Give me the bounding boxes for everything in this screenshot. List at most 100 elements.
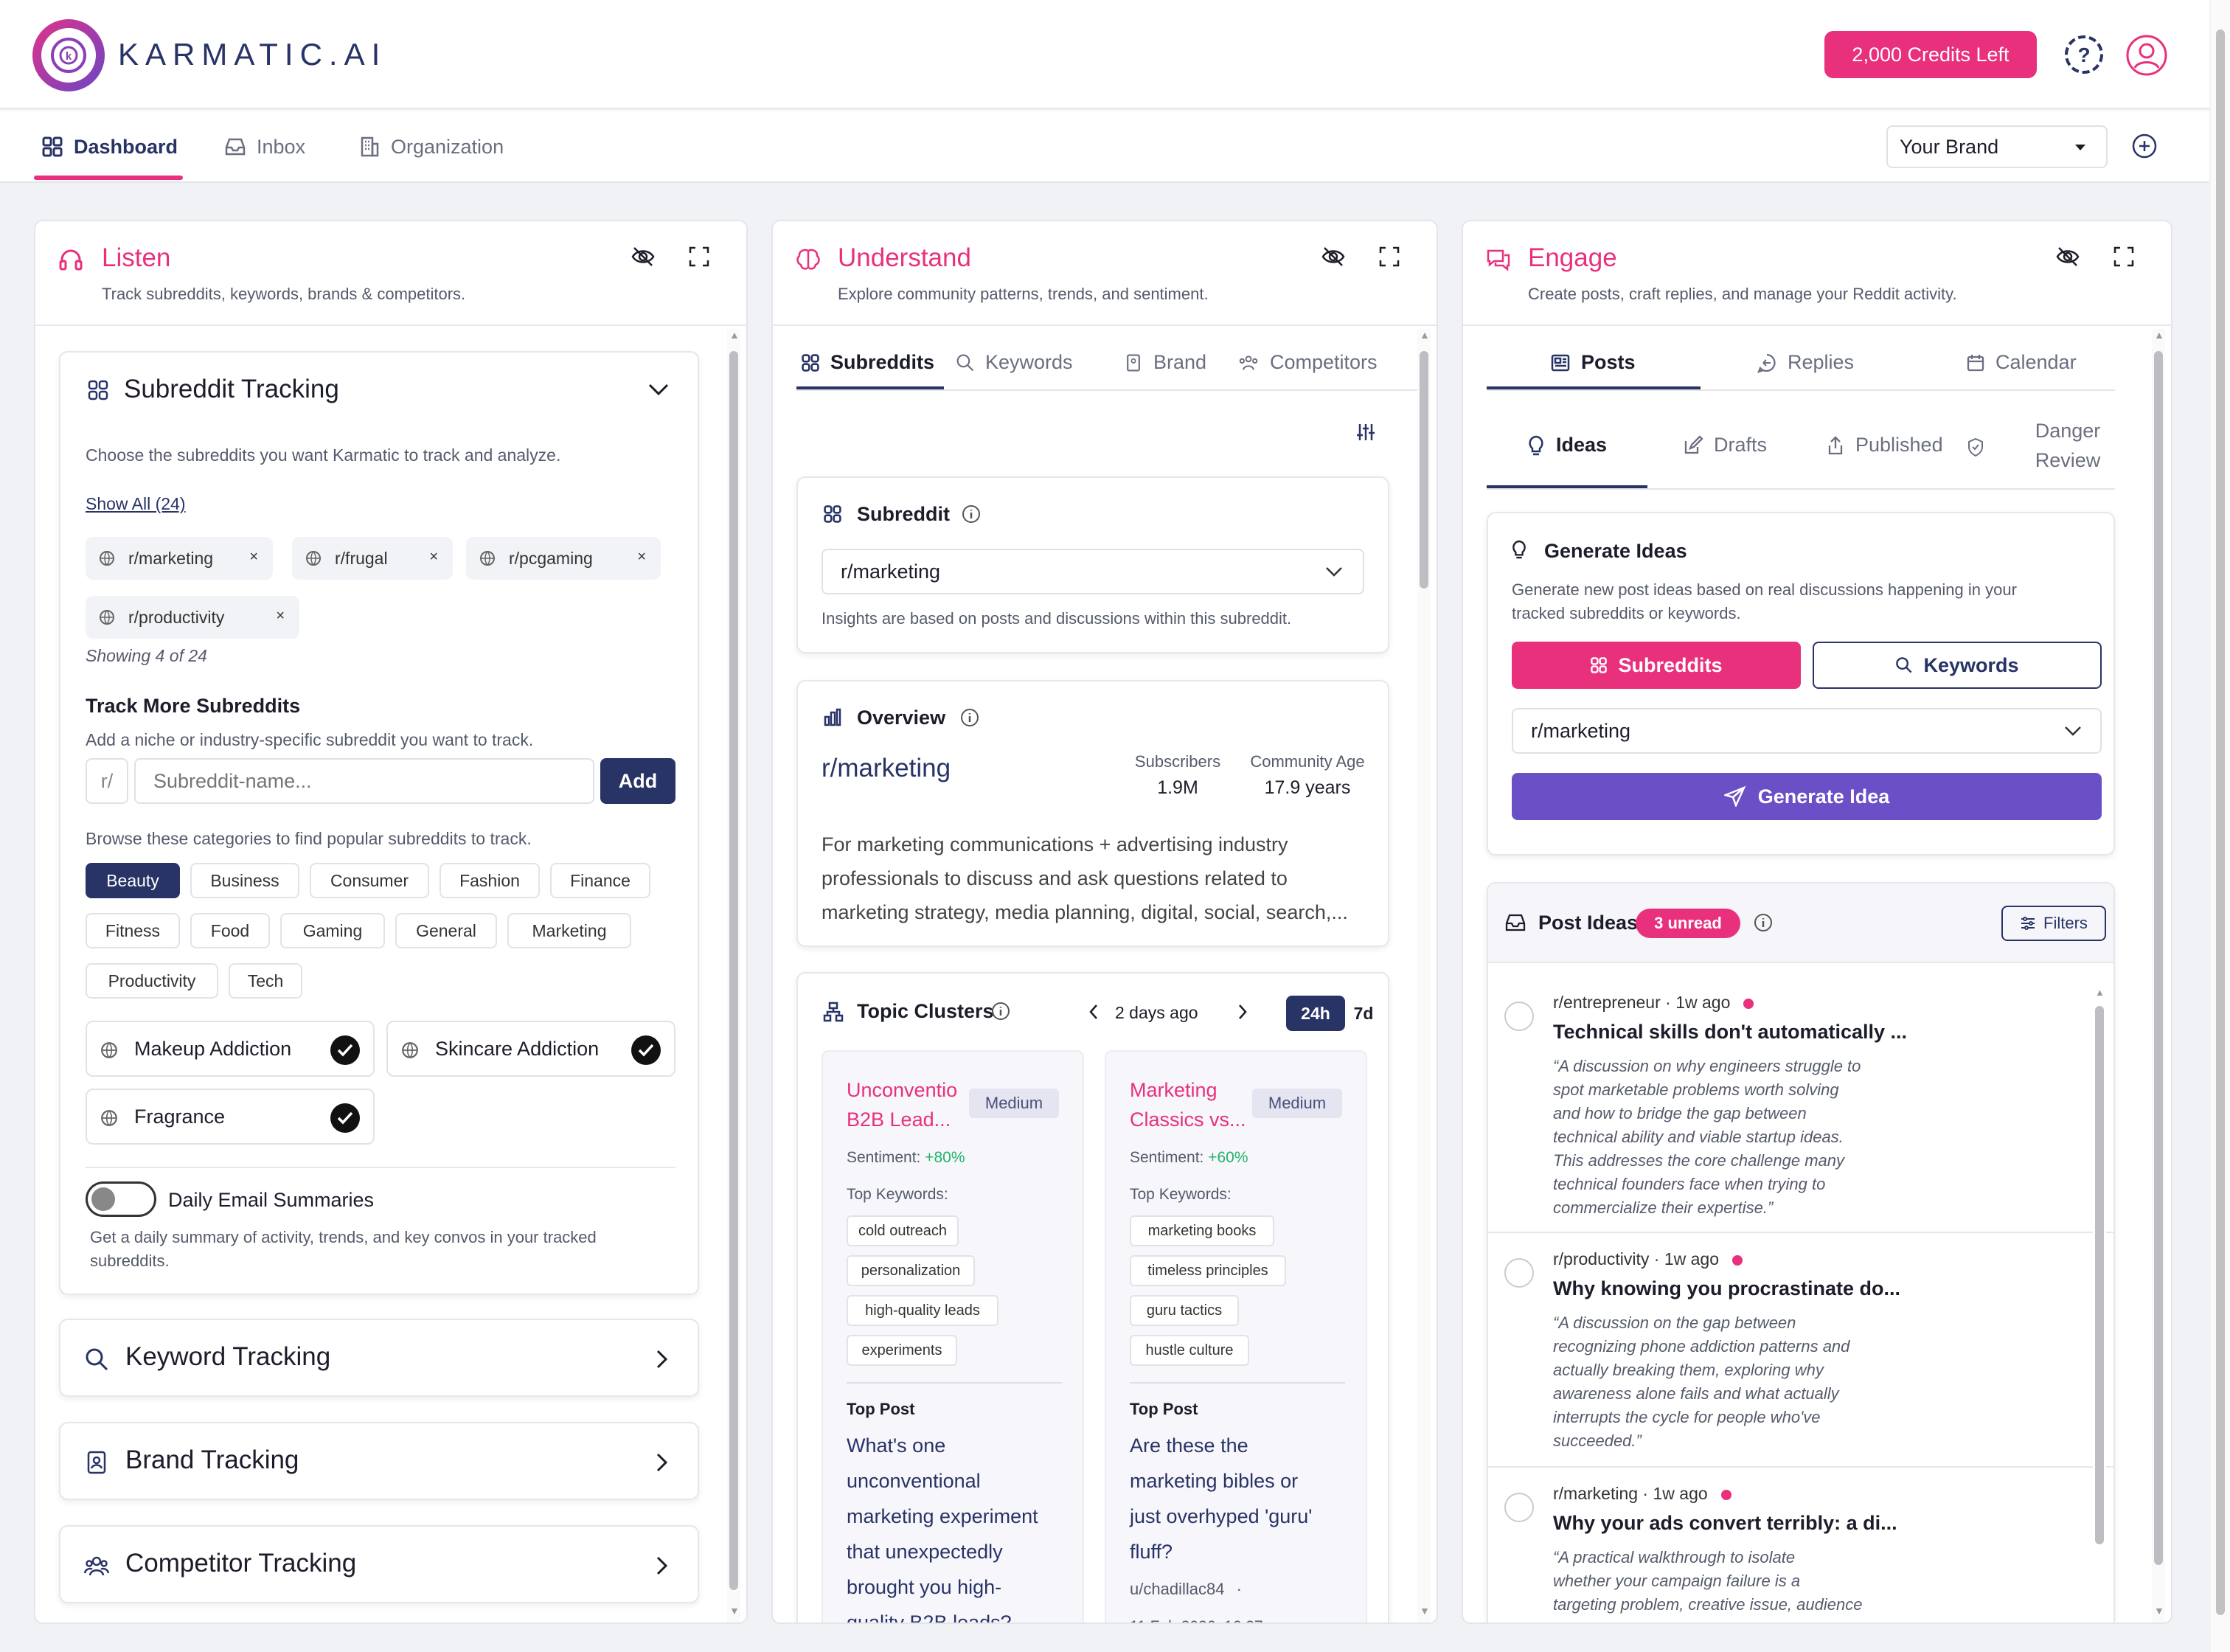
tab-replies[interactable]: Replies — [1757, 351, 1854, 374]
subreddit-dropdown[interactable]: r/marketing — [822, 549, 1364, 594]
remove-chip-icon[interactable]: × — [637, 549, 646, 565]
idea-select-checkbox[interactable] — [1504, 1258, 1534, 1288]
expand-icon[interactable] — [2111, 243, 2137, 270]
brand-tracking-row[interactable]: Brand Tracking — [59, 1422, 699, 1500]
show-all-link[interactable]: Show All (24) — [86, 494, 186, 513]
karmatic-logo[interactable]: k — [32, 19, 105, 91]
info-icon[interactable] — [991, 1002, 1010, 1021]
scrollbar-thumb[interactable] — [2095, 1006, 2104, 1544]
chevron-left-icon[interactable] — [1087, 1003, 1100, 1021]
scrollbar-thumb[interactable] — [1420, 351, 1428, 589]
hide-panel-icon[interactable] — [2054, 243, 2081, 270]
category-marketing[interactable]: Marketing — [507, 913, 631, 948]
subtab-published[interactable]: Published — [1826, 434, 1943, 457]
scroll-up-icon[interactable]: ▲ — [729, 329, 740, 341]
remove-chip-icon[interactable]: × — [429, 549, 438, 565]
page-scrollbar-thumb[interactable] — [2216, 30, 2225, 1615]
post-idea-item[interactable]: r/entrepreneur · 1w ago Technical skills… — [1488, 963, 2113, 1233]
tab-calendar[interactable]: Calendar — [1966, 351, 2077, 374]
tab-brand[interactable]: Brand — [1124, 351, 1206, 374]
hide-panel-icon[interactable] — [1320, 243, 1347, 270]
info-icon[interactable] — [960, 708, 979, 727]
listen-scrollbar[interactable]: ▲ ▼ — [727, 329, 740, 1622]
scroll-down-icon[interactable]: ▼ — [1420, 1605, 1430, 1617]
generate-idea-button[interactable]: Generate Idea — [1512, 773, 2102, 820]
scroll-up-icon[interactable]: ▲ — [2154, 329, 2164, 341]
suggestion-makeup-addiction[interactable]: Makeup Addiction — [86, 1021, 375, 1077]
topic-cluster-card[interactable]: Unconventio B2B Lead... Medium Sentiment… — [822, 1050, 1084, 1622]
scrollbar-thumb[interactable] — [729, 351, 738, 1590]
add-subreddit-button[interactable]: Add — [600, 758, 675, 804]
post-idea-item[interactable]: r/marketing · 1w ago Why your ads conver… — [1488, 1468, 2113, 1622]
understand-scrollbar[interactable]: ▲ ▼ — [1417, 329, 1431, 1622]
category-business[interactable]: Business — [190, 863, 299, 898]
page-scrollbar[interactable] — [2211, 0, 2230, 1652]
tab-keywords[interactable]: Keywords — [956, 351, 1073, 374]
email-summary-toggle[interactable] — [86, 1181, 156, 1217]
subreddit-name-input[interactable] — [134, 758, 594, 804]
subtab-ideas[interactable]: Ideas — [1526, 434, 1607, 457]
category-consumer[interactable]: Consumer — [310, 863, 429, 898]
source-keywords-button[interactable]: Keywords — [1813, 642, 2102, 689]
post-idea-item[interactable]: r/productivity · 1w ago Why knowing you … — [1488, 1233, 2113, 1468]
category-food[interactable]: Food — [190, 913, 270, 948]
remove-chip-icon[interactable]: × — [276, 608, 285, 624]
post-ideas-scrollbar[interactable]: ▲ — [2093, 987, 2106, 1622]
tab-inbox[interactable]: Inbox — [224, 111, 305, 183]
brand-select[interactable]: Your Brand — [1886, 125, 2108, 168]
category-tech[interactable]: Tech — [229, 963, 302, 999]
help-icon[interactable]: ? — [2063, 34, 2105, 75]
engage-scrollbar[interactable]: ▲ ▼ — [2152, 329, 2165, 1622]
hide-panel-icon[interactable] — [630, 243, 656, 270]
subtab-drafts[interactable]: Drafts — [1683, 434, 1767, 457]
remove-chip-icon[interactable]: × — [249, 549, 258, 565]
info-icon[interactable] — [1754, 913, 1773, 932]
filters-button[interactable]: Filters — [2001, 906, 2106, 941]
tab-organization[interactable]: Organization — [358, 111, 504, 183]
category-gaming[interactable]: Gaming — [280, 913, 385, 948]
checked-icon[interactable] — [631, 1035, 661, 1065]
checked-icon[interactable] — [330, 1103, 360, 1133]
add-brand-icon[interactable] — [2131, 133, 2158, 159]
topic-cluster-card[interactable]: Marketing Classics vs... Medium Sentimen… — [1105, 1050, 1367, 1622]
checked-icon[interactable] — [330, 1035, 360, 1065]
category-productivity[interactable]: Productivity — [86, 963, 218, 999]
idea-source-dropdown[interactable]: r/marketing — [1512, 708, 2102, 754]
category-general[interactable]: General — [395, 913, 497, 948]
user-avatar-icon[interactable] — [2125, 34, 2168, 77]
category-fitness[interactable]: Fitness — [86, 913, 180, 948]
suggestion-fragrance[interactable]: Fragrance — [86, 1089, 375, 1145]
credits-button[interactable]: 2,000 Credits Left — [1824, 31, 2037, 78]
tab-competitors[interactable]: Competitors — [1237, 351, 1378, 374]
scroll-up-icon[interactable]: ▲ — [2095, 987, 2105, 998]
scrollbar-thumb[interactable] — [2154, 351, 2163, 1565]
subtab-danger-review[interactable]: Danger Review — [2026, 416, 2109, 475]
idea-select-checkbox[interactable] — [1504, 1002, 1534, 1031]
tab-dashboard[interactable]: Dashboard — [41, 111, 178, 183]
chevron-up-icon[interactable] — [647, 382, 670, 397]
shield-icon[interactable] — [1966, 437, 1985, 457]
keyword-tracking-row[interactable]: Keyword Tracking — [59, 1319, 699, 1397]
competitor-tracking-row[interactable]: Competitor Tracking — [59, 1525, 699, 1603]
category-fashion[interactable]: Fashion — [440, 863, 540, 898]
suggestion-skincare-addiction[interactable]: Skincare Addiction — [386, 1021, 675, 1077]
category-finance[interactable]: Finance — [550, 863, 650, 898]
post-author[interactable]: u/chadillac84 · — [1130, 1580, 1242, 1598]
chevron-right-icon[interactable] — [1236, 1003, 1249, 1021]
info-icon[interactable] — [962, 504, 981, 524]
range-7d[interactable]: 7d — [1353, 1003, 1374, 1023]
range-24h[interactable]: 24h — [1286, 996, 1345, 1031]
category-beauty[interactable]: Beauty — [86, 863, 180, 898]
top-post-title[interactable]: Are these the marketing bibles or just o… — [1130, 1428, 1312, 1569]
tab-subreddits[interactable]: Subreddits — [801, 351, 934, 374]
expand-icon[interactable] — [686, 243, 712, 270]
idea-select-checkbox[interactable] — [1504, 1493, 1534, 1522]
source-subreddits-button[interactable]: Subreddits — [1512, 642, 1801, 689]
scroll-up-icon[interactable]: ▲ — [1420, 329, 1430, 341]
tab-posts[interactable]: Posts — [1550, 351, 1636, 374]
scroll-down-icon[interactable]: ▼ — [2154, 1605, 2164, 1617]
top-post-title[interactable]: What's one unconventional marketing expe… — [847, 1428, 1038, 1622]
expand-icon[interactable] — [1376, 243, 1403, 270]
sliders-icon[interactable] — [1355, 422, 1376, 442]
scroll-down-icon[interactable]: ▼ — [729, 1605, 740, 1617]
